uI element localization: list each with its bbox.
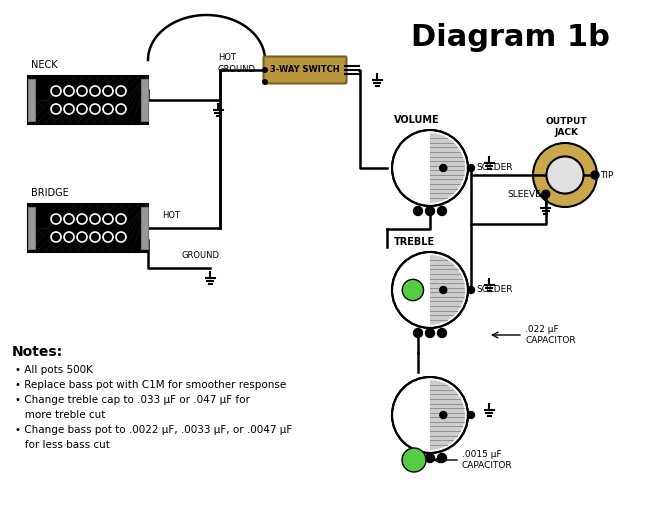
Circle shape <box>262 67 268 73</box>
Text: more treble cut: more treble cut <box>15 410 105 420</box>
Bar <box>28 76 148 124</box>
Circle shape <box>440 287 447 293</box>
Text: VOLUME: VOLUME <box>394 115 439 125</box>
Text: • Change treble cap to .033 μF or .047 μF for: • Change treble cap to .033 μF or .047 μ… <box>15 395 250 405</box>
Circle shape <box>64 104 74 114</box>
Bar <box>141 207 148 249</box>
Text: SOLDER: SOLDER <box>476 286 512 295</box>
Circle shape <box>51 86 61 96</box>
FancyBboxPatch shape <box>263 57 347 83</box>
Text: TREBLE: TREBLE <box>394 237 435 247</box>
Circle shape <box>426 206 435 215</box>
Text: TIP: TIP <box>600 171 613 180</box>
Text: GROUND: GROUND <box>218 65 256 74</box>
Circle shape <box>547 156 584 194</box>
Circle shape <box>413 206 422 215</box>
Circle shape <box>591 171 599 179</box>
Text: Diagram 1b: Diagram 1b <box>411 24 609 52</box>
Circle shape <box>437 206 446 215</box>
Circle shape <box>90 86 100 96</box>
Bar <box>28 79 35 121</box>
Circle shape <box>262 79 268 85</box>
Text: for less bass cut: for less bass cut <box>15 440 110 450</box>
Circle shape <box>116 86 126 96</box>
Circle shape <box>64 214 74 224</box>
Circle shape <box>413 454 422 463</box>
Circle shape <box>64 86 74 96</box>
Circle shape <box>77 214 87 224</box>
Circle shape <box>103 104 113 114</box>
Circle shape <box>51 232 61 242</box>
Circle shape <box>77 232 87 242</box>
Circle shape <box>64 232 74 242</box>
Circle shape <box>413 329 422 338</box>
Text: GROUND: GROUND <box>182 251 220 260</box>
Circle shape <box>542 190 550 198</box>
Text: 3-WAY SWITCH: 3-WAY SWITCH <box>270 66 340 75</box>
Wedge shape <box>430 133 465 203</box>
Wedge shape <box>430 255 465 325</box>
Text: HOT: HOT <box>162 211 180 220</box>
Text: OUTPUT
JACK: OUTPUT JACK <box>545 117 587 136</box>
Circle shape <box>51 104 61 114</box>
Circle shape <box>468 412 474 418</box>
Text: SOLDER: SOLDER <box>476 163 512 173</box>
Text: .0015 μF
CAPACITOR: .0015 μF CAPACITOR <box>462 450 512 470</box>
Text: Notes:: Notes: <box>12 345 63 359</box>
Circle shape <box>392 377 468 453</box>
Bar <box>28 204 148 252</box>
Circle shape <box>116 232 126 242</box>
Circle shape <box>437 454 446 463</box>
Circle shape <box>90 232 100 242</box>
Circle shape <box>116 104 126 114</box>
Text: BRIDGE: BRIDGE <box>31 188 69 198</box>
Circle shape <box>90 104 100 114</box>
Text: .022 μF
CAPACITOR: .022 μF CAPACITOR <box>525 326 576 345</box>
Circle shape <box>103 232 113 242</box>
Circle shape <box>440 164 447 172</box>
Circle shape <box>426 329 435 338</box>
Text: HOT: HOT <box>218 53 236 62</box>
Circle shape <box>402 448 426 472</box>
Bar <box>28 207 35 249</box>
Circle shape <box>77 86 87 96</box>
Circle shape <box>392 130 468 206</box>
Text: NECK: NECK <box>31 60 58 70</box>
Circle shape <box>51 214 61 224</box>
Circle shape <box>426 454 435 463</box>
Circle shape <box>533 143 597 207</box>
Circle shape <box>437 329 446 338</box>
Circle shape <box>103 214 113 224</box>
Text: • Replace bass pot with C1M for smoother response: • Replace bass pot with C1M for smoother… <box>15 380 286 390</box>
Circle shape <box>90 214 100 224</box>
Circle shape <box>77 104 87 114</box>
Circle shape <box>468 287 474 293</box>
Circle shape <box>402 279 424 301</box>
Text: • All pots 500K: • All pots 500K <box>15 365 93 375</box>
Circle shape <box>103 86 113 96</box>
Circle shape <box>440 412 447 418</box>
Circle shape <box>116 214 126 224</box>
Wedge shape <box>430 380 465 450</box>
Circle shape <box>392 252 468 328</box>
Text: SLEEVE: SLEEVE <box>507 190 541 198</box>
Circle shape <box>468 164 474 172</box>
Bar <box>141 79 148 121</box>
Text: • Change bass pot to .0022 μF, .0033 μF, or .0047 μF: • Change bass pot to .0022 μF, .0033 μF,… <box>15 425 292 435</box>
